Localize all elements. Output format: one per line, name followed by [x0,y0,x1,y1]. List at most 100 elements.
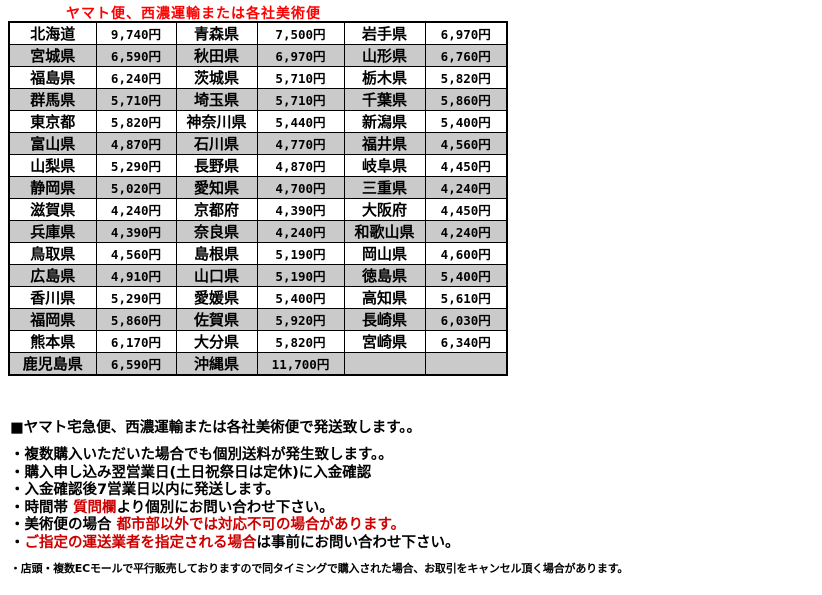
prefecture-cell: 島根県 [175,242,258,265]
prefecture-cell: 京都府 [175,198,258,221]
prefecture-cell: 山梨県 [8,154,97,177]
prefecture-cell: 茨城県 [175,66,258,89]
price-cell: 5,920円 [256,308,345,331]
prefecture-cell: 兵庫県 [8,220,97,243]
price-cell: 5,020円 [95,176,177,199]
note-line: ・美術便の場合 都市部以外では対応不可の場合があります。 [10,517,810,535]
prefecture-cell: 長崎県 [343,308,426,331]
table-row: 群馬県 5,710円 埼玉県 5,710円 千葉県 5,860円 [8,88,508,111]
table-row: 山梨県 5,290円 長野県 4,870円 岐阜県 4,450円 [8,154,508,177]
shipping-fee-table: 北海道 9,740円 青森県 7,500円 岩手県 6,970円 宮城県 6,590円 秋田県 6… [8,21,508,376]
prefecture-cell: 鹿児島県 [8,352,97,376]
prefecture-cell: 群馬県 [8,88,97,111]
price-cell: 5,190円 [256,242,345,265]
prefecture-cell: 石川県 [175,132,258,155]
price-cell: 4,240円 [95,198,177,221]
price-cell: 4,240円 [424,220,508,243]
note-text: ・入金確認後7営業日以内に発送します。 [10,482,280,499]
prefecture-cell: 滋賀県 [8,198,97,221]
prefecture-cell: 千葉県 [343,88,426,111]
note-text: より個別にお問い合わせ下さい。 [116,499,334,516]
prefecture-cell: 大分県 [175,330,258,353]
table-row: 鹿児島県 6,590円 沖縄県 11,700円 [8,352,508,376]
price-cell: 5,710円 [256,88,345,111]
page-title: ヤマト便、西濃運輸または各社美術便 [66,6,321,22]
price-cell: 5,860円 [424,88,508,111]
prefecture-cell: 静岡県 [8,176,97,199]
note-text: ・時間帯 [10,499,74,516]
price-cell: 4,770円 [256,132,345,155]
notes-list: ・複数購入いただいた場合でも個別送料が発生致します。。 ・購入申し込み翌営業日(土… [10,447,810,553]
prefecture-cell: 北海道 [8,21,97,45]
prefecture-cell: 徳島県 [343,264,426,287]
price-cell: 6,030円 [424,308,508,331]
note-text: ・美術便の場合 [10,517,117,534]
table-row: 東京都 5,820円 神奈川県 5,440円 新潟県 5,400円 [8,110,508,133]
price-cell: 5,190円 [256,264,345,287]
price-cell: 4,240円 [256,220,345,243]
price-cell: 6,760円 [424,44,508,67]
prefecture-cell: 福岡県 [8,308,97,331]
prefecture-cell: 愛知県 [175,176,258,199]
prefecture-cell: 高知県 [343,286,426,309]
prefecture-cell: 愛媛県 [175,286,258,309]
price-cell: 4,600円 [424,242,508,265]
price-cell: 4,560円 [95,242,177,265]
prefecture-cell: 宮崎県 [343,330,426,353]
price-cell: 5,820円 [95,110,177,133]
note-line: ・時間帯 質問欄より個別にお問い合わせ下さい。 [10,500,810,518]
note-text: ・購入申し込み翌営業日(土日祝祭日は定休)に入金確認 [10,464,372,481]
price-cell: 5,400円 [424,264,508,287]
price-cell [424,352,508,376]
price-cell: 9,740円 [95,21,177,45]
price-cell: 5,610円 [424,286,508,309]
price-cell: 4,390円 [95,220,177,243]
prefecture-cell: 富山県 [8,132,97,155]
prefecture-cell: 宮城県 [8,44,97,67]
price-cell: 6,340円 [424,330,508,353]
price-cell: 4,560円 [424,132,508,155]
notes-heading: ■ヤマト宅急便、西濃運輸または各社美術便で発送致します。。 [10,420,421,436]
prefecture-cell: 山形県 [343,44,426,67]
prefecture-cell: 熊本県 [8,330,97,353]
table-row: 熊本県 6,170円 大分県 5,820円 宮崎県 6,340円 [8,330,508,353]
prefecture-cell: 岩手県 [343,21,426,45]
price-cell: 5,290円 [95,286,177,309]
price-cell: 5,440円 [256,110,345,133]
note-text: は事前にお問い合わせ下さい。 [256,534,460,551]
shipping-table-body: 北海道 9,740円 青森県 7,500円 岩手県 6,970円 宮城県 6,590円 秋田県 6… [8,21,508,376]
price-cell: 4,450円 [424,198,508,221]
price-cell: 6,240円 [95,66,177,89]
price-cell: 4,870円 [256,154,345,177]
table-row: 北海道 9,740円 青森県 7,500円 岩手県 6,970円 [8,21,508,45]
prefecture-cell: 東京都 [8,110,97,133]
note-line: ・入金確認後7営業日以内に発送します。 [10,482,810,500]
note-red-text: 都市部以外では対応不可の場合があります。 [116,517,406,534]
prefecture-cell: 大阪府 [343,198,426,221]
price-cell: 4,910円 [95,264,177,287]
prefecture-cell: 和歌山県 [343,220,426,243]
table-row: 兵庫県 4,390円 奈良県 4,240円 和歌山県 4,240円 [8,220,508,243]
prefecture-cell: 香川県 [8,286,97,309]
note-line: ・購入申し込み翌営業日(土日祝祭日は定休)に入金確認 [10,465,810,483]
prefecture-cell: 新潟県 [343,110,426,133]
price-cell: 11,700円 [256,352,345,376]
price-cell: 4,240円 [424,176,508,199]
note-text: ・ [10,534,25,551]
price-cell: 5,710円 [95,88,177,111]
note-line: ・ご指定の運送業者を指定される場合は事前にお問い合わせ下さい。 [10,535,810,553]
prefecture-cell: 福井県 [343,132,426,155]
table-row: 広島県 4,910円 山口県 5,190円 徳島県 5,400円 [8,264,508,287]
note-text: ・複数購入いただいた場合でも個別送料が発生致します。。 [10,447,393,463]
price-cell: 5,820円 [424,66,508,89]
price-cell: 6,590円 [95,44,177,67]
prefecture-cell: 岡山県 [343,242,426,265]
prefecture-cell: 青森県 [175,21,258,45]
table-row: 福島県 6,240円 茨城県 5,710円 栃木県 5,820円 [8,66,508,89]
prefecture-cell: 埼玉県 [175,88,258,111]
note-red-text: ご指定の運送業者を指定される場合 [24,534,257,551]
note-red-text: 質問欄 [73,499,117,516]
table-row: 福岡県 5,860円 佐賀県 5,920円 長崎県 6,030円 [8,308,508,331]
prefecture-cell: 岐阜県 [343,154,426,177]
